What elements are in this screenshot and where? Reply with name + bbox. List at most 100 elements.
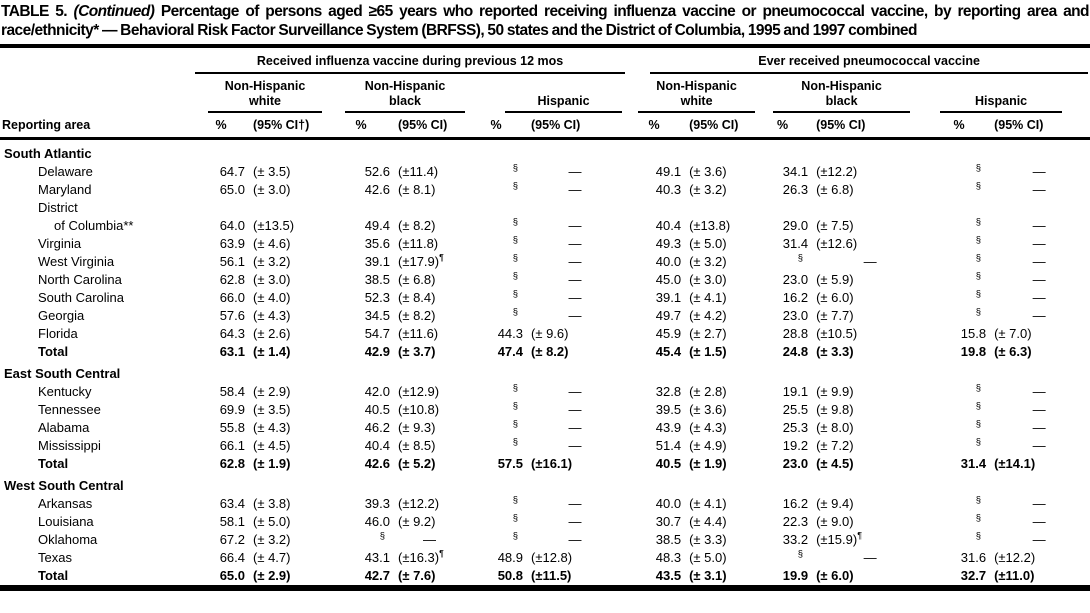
- ci-value: (± 4.3): [253, 420, 291, 435]
- ci-value: [525, 199, 625, 217]
- ci-value: (± 3.3): [689, 532, 727, 547]
- pct-value: §: [467, 307, 525, 325]
- ci-value: —: [568, 514, 582, 529]
- pct-value: 19.2: [782, 438, 809, 453]
- ci-header: (95% CI): [398, 118, 448, 132]
- reporting-area-cell: Arkansas: [38, 496, 93, 511]
- reporting-area-cell: Georgia: [38, 308, 85, 323]
- race-label-line2: white: [680, 94, 713, 108]
- pct-value: 42.6: [364, 182, 390, 197]
- pct-value: 23.0: [782, 272, 809, 287]
- table-row: South Carolina 66.0 (± 4.0) 52.3 (± 8.4) § — 39…: [0, 289, 1090, 307]
- ci-value: (± 8.2): [398, 308, 436, 323]
- ci-value: (± 3.8): [253, 496, 291, 511]
- ci-value: (± 4.7): [253, 550, 291, 565]
- section-sign-footnote: §: [975, 436, 982, 448]
- table-row: Virginia 63.9 (± 4.6) 35.6 (±11.8) § — 49.3 (± 5…: [0, 235, 1090, 253]
- ci-value: —: [568, 218, 582, 233]
- ci-value: —: [568, 496, 582, 511]
- section-sign-footnote: §: [975, 382, 982, 394]
- pct-value: 39.1: [364, 254, 390, 269]
- pct-value: 49.7: [655, 308, 682, 323]
- ci-value: (± 3.6): [689, 164, 727, 179]
- pct-value: 42.0: [364, 384, 390, 399]
- pct-value: 63.1: [219, 344, 245, 359]
- race-header-row: Non-Hispanic white Non-Hispanic black Hisp…: [0, 74, 1090, 113]
- pct-value: 69.9: [219, 402, 245, 417]
- pct-value: §: [467, 163, 525, 181]
- pct-value: 45.0: [655, 272, 682, 287]
- table-row: North Carolina 62.8 (± 3.0) 38.5 (± 6.8) § — 45…: [0, 271, 1090, 289]
- ci-value: —: [568, 272, 582, 287]
- section-sign-footnote: §: [512, 494, 518, 506]
- pct-value: 66.0: [219, 290, 245, 305]
- ci-value: (± 3.0): [253, 272, 291, 287]
- pct-value: 19.8: [960, 344, 987, 359]
- pct-value: [195, 199, 247, 217]
- section-sign-footnote: §: [512, 252, 518, 264]
- ci-value: (± 3.0): [689, 272, 727, 287]
- ci-value: [988, 199, 1090, 217]
- pct-value: 64.0: [219, 218, 245, 233]
- total-row: Total 62.8 (± 1.9) 42.6 (± 5.2) 57.5 (±16.1) 40…: [0, 455, 1090, 473]
- pct-value: 19.9: [782, 568, 809, 583]
- pilcrow-footnote: ¶: [439, 548, 444, 559]
- section-sign-footnote: §: [975, 400, 982, 412]
- pct-value: 40.3: [655, 182, 682, 197]
- pct-value: 55.8: [219, 420, 245, 435]
- ci-value: (± 4.3): [689, 420, 727, 435]
- pneumococcal-group-header-cell: Ever received pneumococcal vaccine: [625, 46, 1090, 74]
- ci-value: (±11.4): [398, 164, 439, 179]
- ci-value: —: [1032, 254, 1046, 269]
- reporting-area-cell: Louisiana: [38, 514, 94, 529]
- flu-white-header: Non-Hispanic white: [195, 74, 330, 113]
- pct-value: 42.7: [364, 568, 390, 583]
- ci-value: (± 4.1): [689, 496, 727, 511]
- race-label-line2: Hispanic: [975, 94, 1028, 108]
- pct-value: 31.4: [782, 236, 809, 251]
- pct-value: 43.1: [364, 550, 390, 565]
- ci-value: (±11.6): [398, 326, 439, 341]
- reporting-area-cell: of Columbia**: [54, 218, 134, 233]
- pct-value: §: [930, 307, 988, 325]
- pct-value: §: [467, 419, 525, 437]
- pct-value: 34.5: [364, 308, 390, 323]
- ci-value: (± 7.5): [816, 218, 854, 233]
- section-sign-footnote: §: [975, 234, 982, 246]
- flu-hispanic-header: Hispanic: [467, 74, 625, 113]
- vaccination-coverage-table: Received influenza vaccine during previo…: [0, 44, 1090, 591]
- ci-value: —: [863, 550, 877, 565]
- pct-value: 19.1: [782, 384, 809, 399]
- influenza-group-label: Received influenza vaccine during previo…: [195, 48, 626, 74]
- section-sign-footnote: §: [379, 530, 385, 542]
- pct-value: 40.4: [655, 218, 682, 233]
- pct-value: §: [755, 253, 810, 271]
- pct-value: 62.8: [219, 272, 245, 287]
- pne-white-header: Non-Hispanic white: [625, 74, 756, 113]
- ci-value: (± 5.0): [253, 514, 291, 529]
- section-sign-footnote: §: [975, 180, 982, 192]
- pct-value: §: [930, 163, 988, 181]
- ci-value: (±11.5): [531, 568, 572, 583]
- table-row: Delaware 64.7 (± 3.5) 52.6 (±11.4) § — 49.1 (± 3…: [0, 163, 1090, 181]
- race-label-line1: Non-Hispanic: [224, 79, 306, 93]
- ci-value: —: [1032, 496, 1046, 511]
- reporting-area-cell: Tennessee: [38, 402, 101, 417]
- reporting-area-header: Reporting area: [2, 118, 91, 132]
- section-sign-footnote: §: [975, 216, 982, 228]
- pct-value: 48.9: [497, 550, 523, 565]
- pct-value: [755, 199, 810, 217]
- ci-value: —: [1032, 236, 1046, 251]
- ci-value: —: [568, 438, 582, 453]
- pct-value: 49.1: [655, 164, 682, 179]
- table-row: West Virginia 56.1 (± 3.2) 39.1 (±17.9)¶ § — 40…: [0, 253, 1090, 271]
- ci-value: (± 8.0): [816, 420, 854, 435]
- section-sign-footnote: §: [975, 530, 982, 542]
- race-label-line2: white: [249, 94, 281, 108]
- pct-value: 28.8: [782, 326, 809, 341]
- pct-header: %: [215, 118, 227, 132]
- ci-value: (± 8.5): [398, 438, 436, 453]
- section-sign-footnote: §: [512, 234, 518, 246]
- pct-value: 57.6: [219, 308, 245, 323]
- ci-value: (± 4.1): [689, 290, 727, 305]
